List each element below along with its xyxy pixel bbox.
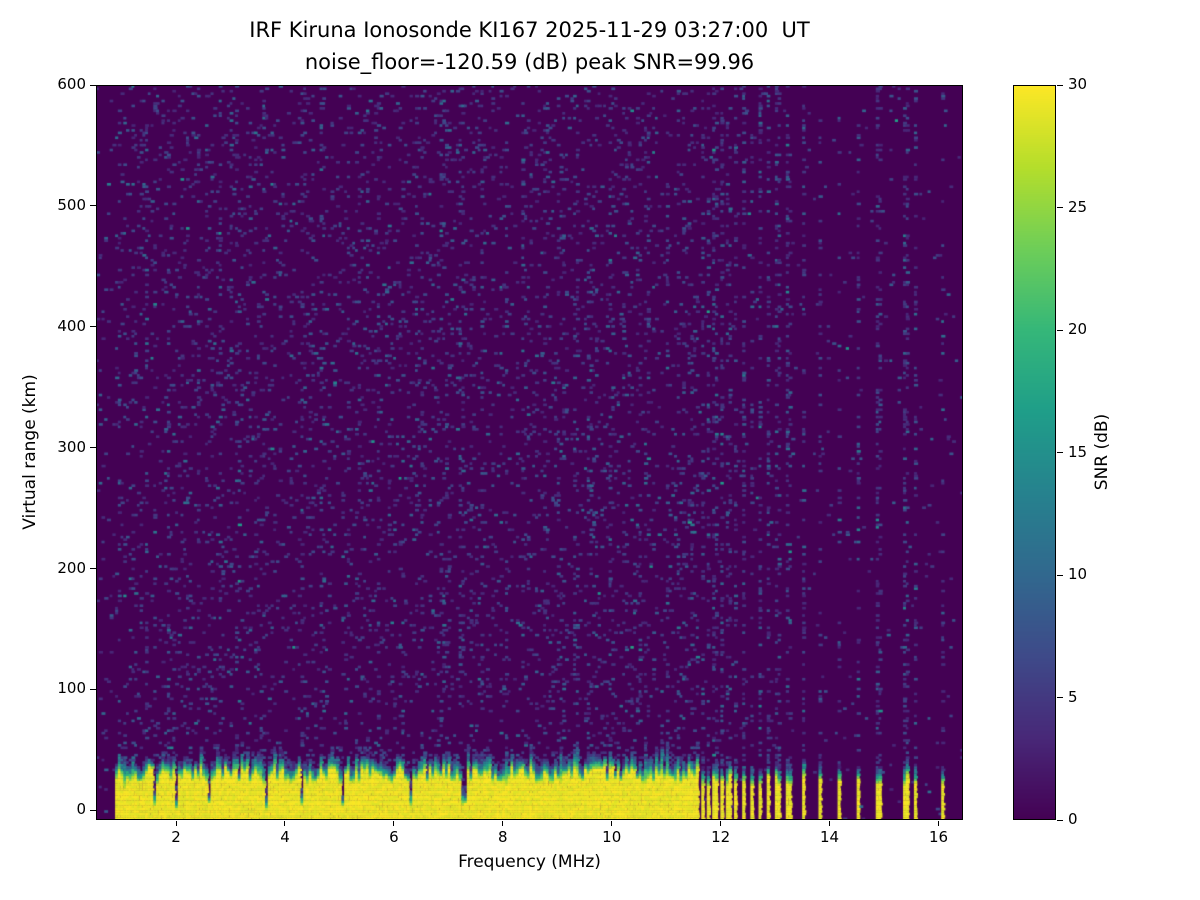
x-tick-label: 2 [171, 828, 181, 846]
colorbar-tick-mark [1057, 452, 1063, 453]
colorbar-tick-mark [1057, 84, 1063, 86]
colorbar [1013, 85, 1056, 820]
chart-subtitle: noise_floor=-120.59 (dB) peak SNR=99.96 [304, 50, 755, 74]
colorbar-tick-label: 15 [1068, 442, 1088, 461]
x-tick-mark [937, 821, 939, 826]
y-tick-mark [90, 688, 96, 690]
x-tick-mark [611, 821, 613, 826]
ionogram-heatmap [96, 85, 963, 820]
y-tick-mark [90, 809, 96, 811]
x-tick-mark [720, 821, 722, 826]
y-tick-label: 600 [57, 75, 86, 93]
x-tick-label: 4 [280, 828, 290, 846]
x-tick-label: 6 [389, 828, 399, 846]
x-tick-mark [829, 821, 831, 826]
colorbar-tick-label: 20 [1068, 320, 1088, 338]
colorbar-tick-label: 25 [1068, 197, 1088, 216]
colorbar-tick-label: 5 [1068, 687, 1078, 706]
chart-title: IRF Kiruna Ionosonde KI167 2025-11-29 03… [249, 18, 810, 42]
y-tick-label: 500 [57, 195, 86, 214]
colorbar-tick-mark [1057, 574, 1063, 576]
x-tick-mark [175, 821, 177, 826]
y-tick-label: 200 [57, 558, 86, 577]
x-tick-mark [393, 821, 395, 826]
x-tick-mark [502, 821, 504, 826]
y-tick-label: 100 [57, 679, 86, 698]
y-tick-mark [90, 447, 96, 449]
colorbar-label: SNR (dB) [1092, 413, 1112, 491]
y-tick-label: 300 [57, 437, 86, 456]
colorbar-tick-label: 0 [1068, 810, 1078, 828]
colorbar-tick-label: 30 [1068, 75, 1088, 93]
colorbar-tick-mark [1057, 329, 1063, 331]
y-tick-label: 0 [76, 800, 86, 819]
x-tick-label: 8 [498, 828, 508, 846]
y-tick-mark [90, 326, 96, 328]
colorbar-tick-mark [1057, 207, 1063, 208]
y-tick-mark [90, 84, 96, 86]
colorbar-tick-label: 10 [1068, 565, 1088, 583]
x-tick-label: 10 [602, 828, 622, 846]
x-axis-label: Frequency (MHz) [458, 852, 601, 872]
colorbar-tick-mark [1057, 697, 1063, 698]
y-tick-label: 400 [57, 316, 86, 335]
y-tick-mark [90, 205, 96, 207]
x-tick-mark [284, 821, 286, 826]
x-tick-label: 16 [928, 828, 949, 846]
colorbar-tick-mark [1057, 819, 1063, 821]
y-tick-mark [90, 568, 96, 570]
x-tick-label: 14 [820, 828, 840, 846]
x-tick-label: 12 [711, 828, 731, 846]
